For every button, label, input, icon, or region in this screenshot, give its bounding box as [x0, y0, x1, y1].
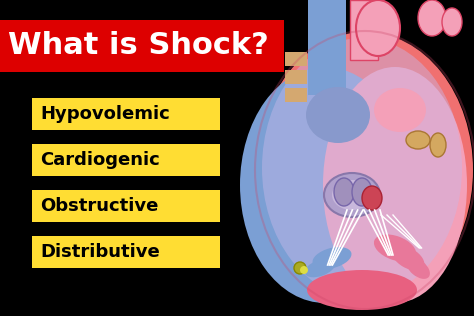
Ellipse shape: [262, 38, 462, 298]
Ellipse shape: [352, 178, 372, 206]
Bar: [0, 20, 284, 72]
Text: Obstructive: Obstructive: [40, 197, 158, 215]
Ellipse shape: [306, 87, 370, 143]
Bar: [32, 236, 220, 268]
Ellipse shape: [418, 0, 446, 36]
Ellipse shape: [392, 246, 424, 270]
Ellipse shape: [240, 67, 410, 303]
Ellipse shape: [307, 270, 417, 310]
Ellipse shape: [356, 0, 400, 56]
Text: Distributive: Distributive: [40, 243, 160, 261]
Ellipse shape: [305, 259, 335, 277]
Ellipse shape: [324, 173, 380, 217]
Bar: [285, 88, 307, 102]
Bar: [285, 70, 307, 84]
Bar: [32, 144, 220, 176]
Bar: [32, 98, 220, 130]
Ellipse shape: [294, 262, 306, 274]
Text: Hypovolemic: Hypovolemic: [40, 105, 170, 123]
Bar: [32, 190, 220, 222]
Ellipse shape: [374, 88, 426, 132]
Text: What is Shock?: What is Shock?: [8, 32, 269, 60]
Ellipse shape: [406, 257, 430, 279]
Ellipse shape: [442, 8, 462, 36]
Ellipse shape: [362, 8, 394, 48]
Ellipse shape: [332, 180, 372, 210]
Ellipse shape: [323, 67, 467, 303]
Ellipse shape: [374, 234, 416, 262]
Text: Cardiogenic: Cardiogenic: [40, 151, 160, 169]
Ellipse shape: [334, 178, 354, 206]
Ellipse shape: [257, 32, 473, 308]
Ellipse shape: [300, 266, 308, 274]
Ellipse shape: [362, 186, 382, 210]
Ellipse shape: [430, 133, 446, 157]
Bar: [285, 52, 307, 66]
Bar: [350, 0, 378, 60]
Ellipse shape: [406, 131, 430, 149]
Ellipse shape: [312, 247, 352, 269]
Bar: [308, 0, 346, 95]
